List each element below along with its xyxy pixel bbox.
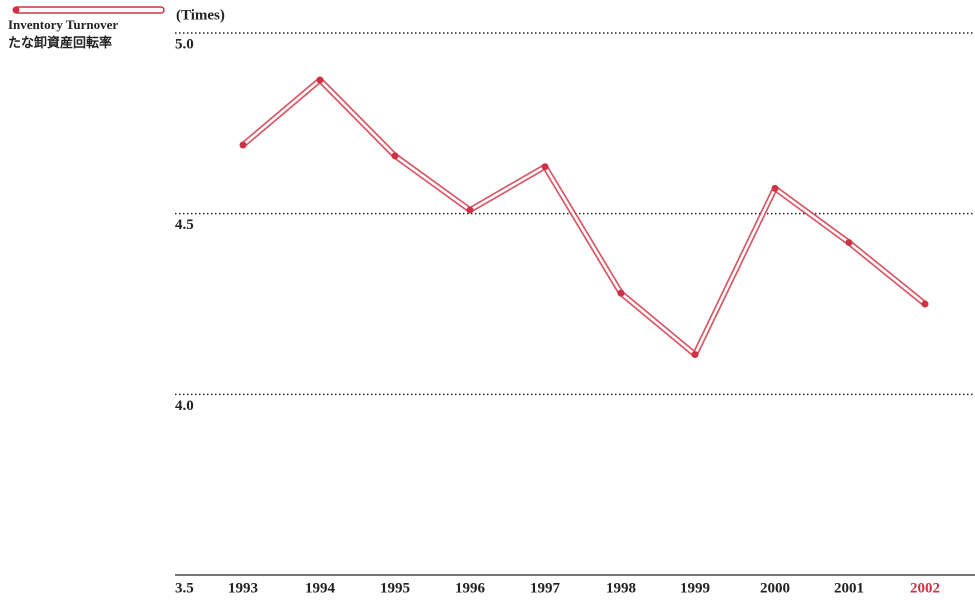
data-point xyxy=(617,289,625,297)
x-tick-label: 1995 xyxy=(380,580,410,596)
legend-dot xyxy=(12,6,20,14)
y-tick-label: 4.0 xyxy=(175,398,194,414)
x-tick-label: 1994 xyxy=(305,580,336,596)
x-tick-label: 1997 xyxy=(530,580,561,596)
y-axis-label: (Times) xyxy=(176,7,225,23)
legend-line xyxy=(13,6,165,14)
data-point xyxy=(316,76,324,84)
y-tick-label: 5.0 xyxy=(175,36,194,52)
x-tick-label: 2002 xyxy=(910,580,940,596)
data-point xyxy=(921,300,929,308)
y-tick-label: 3.5 xyxy=(175,580,194,596)
data-point xyxy=(541,163,549,171)
data-point xyxy=(691,351,699,359)
data-point xyxy=(391,152,399,160)
legend-label: Inventory Turnover xyxy=(8,17,118,32)
series-line-inner xyxy=(242,78,926,356)
y-tick-label: 4.5 xyxy=(175,217,194,233)
x-tick-label: 1993 xyxy=(228,580,258,596)
x-tick-label: 2000 xyxy=(760,580,790,596)
x-tick-label: 2001 xyxy=(834,580,864,596)
data-point xyxy=(466,206,474,214)
series-line xyxy=(241,76,927,358)
data-point xyxy=(771,184,779,192)
data-point xyxy=(239,141,247,149)
x-tick-label: 1999 xyxy=(680,580,710,596)
data-point xyxy=(845,239,853,247)
x-tick-label: 1996 xyxy=(455,580,486,596)
x-tick-label: 1998 xyxy=(606,580,636,596)
legend-label-ja: たな卸資産回転率 xyxy=(8,35,112,50)
